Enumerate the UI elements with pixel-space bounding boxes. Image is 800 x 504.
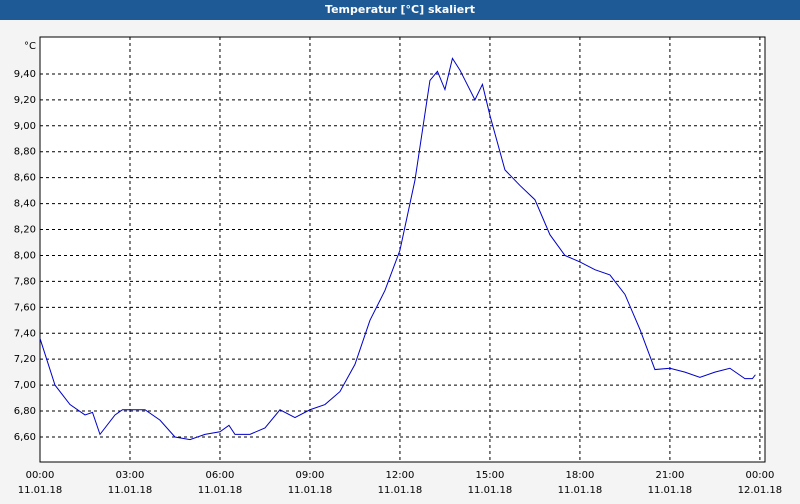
y-tick-label: 9,20 — [14, 95, 36, 106]
x-tick-label: 00:00 — [26, 470, 55, 481]
x-tick-date: 11.01.18 — [648, 485, 693, 496]
title-bar — [0, 0, 800, 20]
y-tick-label: 7,60 — [14, 302, 36, 313]
plot-area — [39, 36, 766, 463]
y-tick-label: 8,40 — [14, 199, 36, 210]
x-tick-date: 11.01.18 — [468, 485, 513, 496]
x-tick-label: 21:00 — [655, 470, 684, 481]
x-tick-date: 11.01.18 — [288, 485, 333, 496]
y-tick-label: 8,00 — [14, 250, 36, 261]
x-tick-label: 15:00 — [476, 470, 505, 481]
y-tick-label: 7,80 — [14, 276, 36, 287]
x-tick-label: 06:00 — [206, 470, 235, 481]
x-tick-label: 12:00 — [386, 470, 415, 481]
x-tick-label: 18:00 — [566, 470, 595, 481]
x-tick-date: 11.01.18 — [378, 485, 423, 496]
y-tick-label: 6,60 — [14, 432, 36, 443]
data-line — [39, 57, 756, 441]
chart-title: Temperatur [°C] skaliert — [325, 3, 475, 16]
y-tick-label: 7,20 — [14, 354, 36, 365]
y-tick-label: 6,80 — [14, 406, 36, 417]
x-tick-label: 09:00 — [296, 470, 325, 481]
x-tick-date: 11.01.18 — [198, 485, 243, 496]
y-tick-label: 8,60 — [14, 173, 36, 184]
y-tick-label: 7,00 — [14, 380, 36, 391]
x-tick-date: 11.01.18 — [108, 485, 153, 496]
y-tick-label: 7,40 — [14, 328, 36, 339]
y-tick-label: 9,00 — [14, 121, 36, 132]
x-tick-label: 00:00 — [745, 470, 774, 481]
y-tick-label: 9,40 — [14, 69, 36, 80]
x-tick-label: 03:00 — [116, 470, 145, 481]
y-tick-label: 8,80 — [14, 147, 36, 158]
x-tick-date: 11.01.18 — [18, 485, 63, 496]
x-tick-date: 12.01.18 — [738, 485, 783, 496]
x-tick-date: 11.01.18 — [558, 485, 603, 496]
y-tick-label: 8,20 — [14, 225, 36, 236]
y-unit: °C — [24, 41, 36, 52]
